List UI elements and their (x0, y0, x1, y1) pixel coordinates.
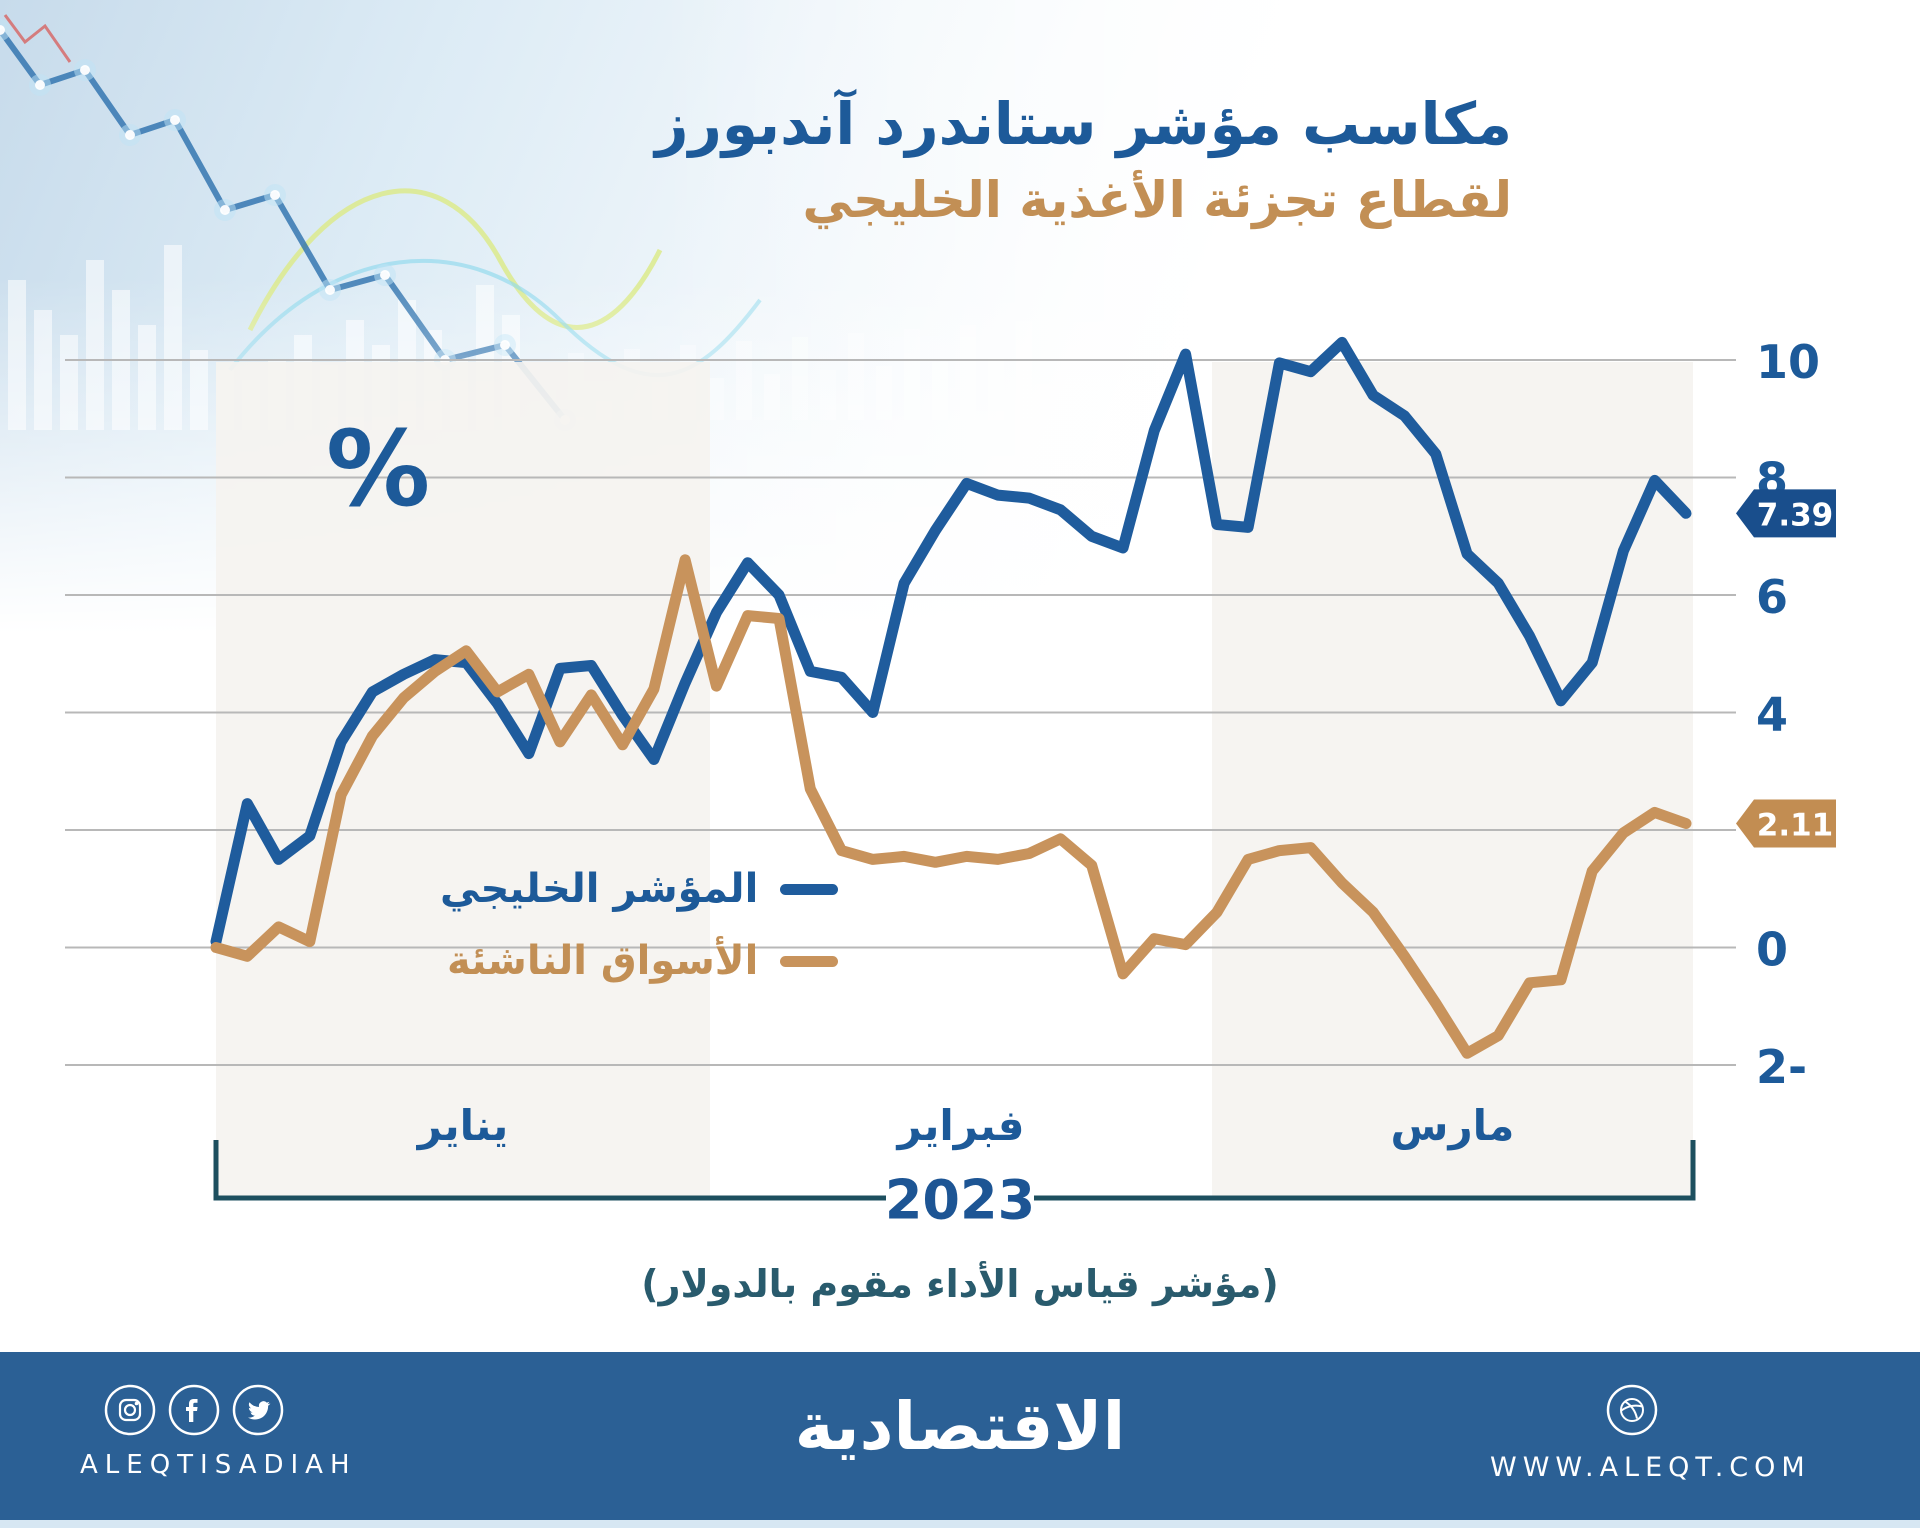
website-url[interactable]: WWW.ALEQT.COM (1490, 1452, 1811, 1483)
y-tick-label-4: 4 (1756, 688, 1788, 742)
y-tick-label-0: 0 (1756, 923, 1788, 977)
year-label: 2023 (885, 1169, 1035, 1232)
month-band-2 (1212, 362, 1693, 1196)
footer-bar: ALEQTISADIAH الاقتصادية WWW.ALEQT.COM (0, 1352, 1920, 1520)
month-label-2: مارس (1391, 1101, 1515, 1150)
month-label-1: فبراير (895, 1101, 1024, 1151)
unit-percent-symbol: % (326, 408, 431, 530)
dribbble-icon[interactable] (1604, 1382, 1660, 1442)
legend-label-emerging-markets: الأسواق الناشئة (446, 938, 759, 984)
title-line-1: مكاسب مؤشر ستاندرد آندبورز (655, 90, 1512, 158)
y-tick-label-10: 10 (1756, 335, 1820, 389)
title-line-2: لقطاع تجزئة الأغذية الخليجي (802, 170, 1512, 229)
value-tag-gulf-index (1736, 489, 1836, 538)
twitter-icon[interactable] (230, 1382, 286, 1438)
series-line-emerging-markets (210, 554, 1692, 1059)
value-tag-label-7.39: 7.39 (1757, 497, 1834, 533)
legend-swatch-tan (780, 955, 839, 967)
value-tag-label-2.11: 2.11 (1757, 808, 1834, 844)
legend-label-gulf-index: المؤشر الخليجي (440, 866, 759, 912)
y-tick-label--2: 2- (1756, 1040, 1807, 1094)
y-tick-label-6: 6 (1756, 570, 1788, 624)
footer-bottom-strip (0, 1520, 1920, 1528)
instagram-icon[interactable] (102, 1382, 158, 1438)
chart-caption: (مؤشر قياس الأداء مقوم بالدولار) (641, 1262, 1279, 1306)
social-icons (102, 1382, 286, 1438)
page-title: مكاسب مؤشر ستاندرد آندبورز لقطاع تجزئة ا… (655, 88, 1512, 231)
month-band-0 (216, 362, 710, 1196)
value-tag-emerging-markets (1736, 799, 1836, 848)
legend-item-emerging-markets: الأسواق الناشئة (440, 938, 839, 984)
series-line-gulf-index (210, 336, 1692, 948)
facebook-icon[interactable] (166, 1382, 222, 1438)
aleqtisadiah-logo: الاقتصادية (794, 1388, 1126, 1465)
legend-item-gulf-index: المؤشر الخليجي (440, 866, 839, 912)
timeline-bracket (213, 1140, 1696, 1201)
month-label-0: يناير (416, 1101, 509, 1151)
legend-swatch-blue (780, 883, 839, 895)
chart-legend: المؤشر الخليجي الأسواق الناشئة (440, 866, 839, 1010)
